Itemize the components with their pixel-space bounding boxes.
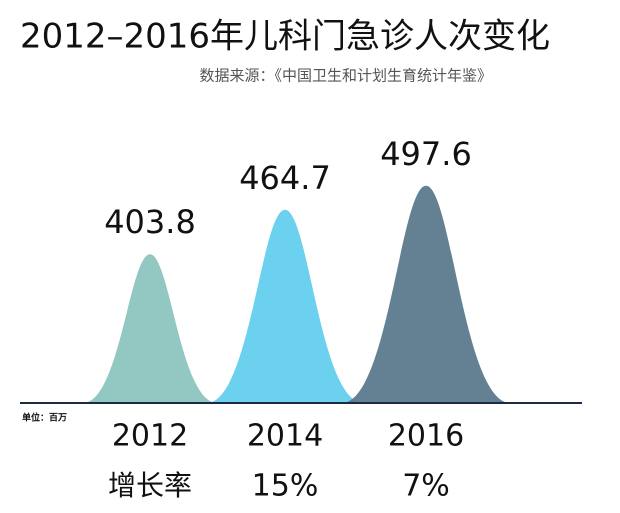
growth-value: 7% [402, 469, 450, 504]
value-label: 497.6 [380, 135, 472, 173]
x-tick-label: 2012 [112, 419, 188, 454]
unit-note: 单位：百万 [22, 412, 67, 424]
value-label: 403.8 [104, 203, 196, 241]
growth-value: 15% [252, 469, 319, 504]
chart-subtitle: 数据来源：《中国卫生和计划生育统计年鉴》 [199, 67, 492, 85]
peak [341, 185, 511, 403]
x-tick-label: 2014 [247, 419, 323, 454]
peak [206, 209, 364, 403]
growth-label: 增长率 [108, 469, 192, 502]
value-label: 464.7 [239, 159, 331, 197]
chart-title: 2012–2016年儿科门急诊人次变化 [20, 17, 550, 57]
peak [82, 254, 218, 403]
x-tick-label: 2016 [388, 419, 464, 454]
